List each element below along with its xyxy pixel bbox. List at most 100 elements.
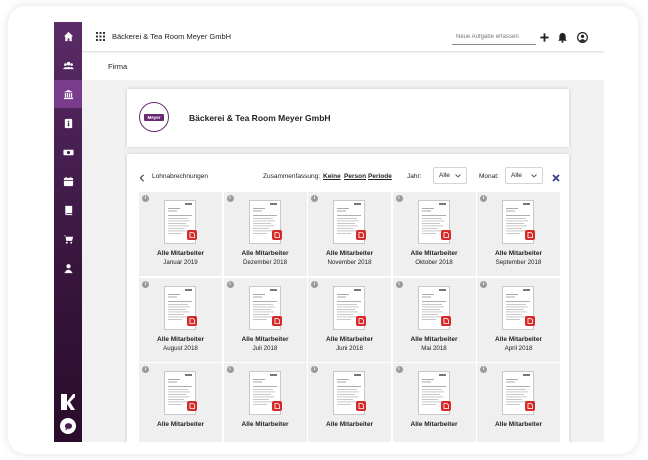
payroll-panel: Lohnabrechnungen Zusammenfassung: Keine …	[127, 154, 569, 442]
pdf-icon[interactable]	[356, 230, 366, 240]
payroll-tile[interactable]: i Alle Mitarbeiter Mai 2018	[392, 277, 476, 362]
pdf-icon[interactable]	[187, 230, 197, 240]
pdf-icon[interactable]	[187, 401, 197, 411]
pdf-icon[interactable]	[525, 315, 535, 326]
window-frame: Bäckerei & Tea Room Meyer GmbH Firma Mey…	[8, 6, 638, 454]
tile-date: Dezember 2018	[242, 259, 288, 266]
payroll-grid: i Alle Mitarbeiter Januar 2019 i Alle Mitarb…	[139, 192, 561, 442]
payroll-tile[interactable]: i Alle Mitarbeiter Juli 2018	[223, 277, 307, 362]
payroll-tile[interactable]: i Alle Mitarbeiter	[392, 363, 476, 442]
pdf-icon[interactable]	[187, 315, 197, 326]
tile-title: Alle Mitarbeiter	[157, 250, 204, 257]
info-icon[interactable]: i	[142, 280, 149, 288]
page-title: Firma	[108, 62, 128, 71]
tile-date: April 2018	[504, 344, 533, 352]
payroll-tile[interactable]: i Alle Mitarbeiter September 2018	[477, 192, 560, 276]
app: Bäckerei & Tea Room Meyer GmbH Firma Mey…	[54, 22, 604, 442]
pdf-icon[interactable]	[271, 315, 282, 326]
payroll-tile[interactable]: i Alle Mitarbeiter	[308, 363, 391, 442]
sidebar-item-money[interactable]	[54, 138, 82, 166]
tile-date: September 2018	[495, 259, 542, 266]
month-select[interactable]: Alle	[505, 167, 543, 184]
info-icon[interactable]: i	[395, 195, 403, 202]
info-icon[interactable]: i	[311, 366, 318, 373]
payroll-tile[interactable]: i Alle Mitarbeiter	[477, 363, 560, 442]
document-icon	[502, 200, 534, 244]
tile-title: Alle Mitarbeiter	[410, 335, 458, 343]
chevron-left-icon[interactable]	[139, 174, 145, 182]
company-name: Bäckerei & Tea Room Meyer GmbH	[189, 113, 331, 123]
tile-title: Alle Mitarbeiter	[241, 250, 289, 257]
month-select-value: Alle	[511, 172, 522, 179]
pdf-icon[interactable]	[356, 401, 366, 411]
chat-button[interactable]	[60, 418, 76, 434]
summary-option-person[interactable]: Person	[344, 173, 367, 180]
info-icon[interactable]: i	[226, 195, 234, 202]
info-icon[interactable]: i	[311, 195, 318, 202]
tile-title: Alle Mitarbeiter	[495, 335, 542, 343]
sidebar-item-home[interactable]	[54, 22, 82, 50]
sidebar-item-calendar[interactable]	[54, 167, 82, 195]
apps-grid-icon[interactable]	[96, 32, 105, 41]
sidebar-item-cart[interactable]	[54, 225, 82, 253]
info-icon[interactable]: i	[480, 366, 487, 373]
home-icon	[63, 31, 73, 41]
tile-date: Oktober 2018	[415, 259, 453, 266]
company-logo: Meyer	[139, 102, 169, 132]
users-icon	[62, 61, 74, 69]
pdf-icon[interactable]	[525, 230, 535, 240]
info-icon[interactable]: i	[480, 195, 487, 202]
year-select[interactable]: Alle	[433, 167, 467, 184]
notifications-button[interactable]	[556, 31, 568, 43]
add-task-button[interactable]	[538, 31, 550, 43]
info-icon[interactable]: i	[311, 280, 318, 288]
info-icon[interactable]: i	[142, 195, 149, 202]
pdf-icon[interactable]	[440, 315, 451, 326]
info-icon[interactable]: i	[395, 366, 403, 373]
info-icon[interactable]: i	[226, 280, 234, 288]
info-card-icon	[64, 118, 72, 128]
payroll-tile[interactable]: i Alle Mitarbeiter Oktober 2018	[392, 192, 476, 276]
payroll-tile[interactable]: i Alle Mitarbeiter	[139, 363, 222, 442]
payroll-tile[interactable]: i Alle Mitarbeiter Dezember 2018	[223, 192, 307, 276]
payroll-tile[interactable]: i Alle Mitarbeiter April 2018	[477, 277, 560, 362]
pdf-icon[interactable]	[440, 401, 451, 411]
sidebar-item-book[interactable]	[54, 196, 82, 224]
document-icon	[248, 285, 281, 330]
pdf-icon[interactable]	[271, 230, 282, 240]
chevron-down-icon	[455, 174, 461, 178]
payroll-tile[interactable]: i Alle Mitarbeiter Januar 2019	[139, 192, 222, 276]
info-icon[interactable]: i	[395, 280, 403, 288]
tile-title: Alle Mitarbeiter	[157, 335, 204, 343]
company-logo-text: Meyer	[144, 113, 164, 121]
pdf-icon[interactable]	[356, 315, 366, 326]
sidebar-item-users[interactable]	[54, 51, 82, 79]
payroll-tile[interactable]: i Alle Mitarbeiter Juni 2018	[308, 277, 391, 362]
company-title: Bäckerei & Tea Room Meyer GmbH	[112, 32, 232, 41]
payroll-tile[interactable]: i Alle Mitarbeiter August 2018	[139, 277, 222, 362]
pdf-icon[interactable]	[525, 401, 535, 411]
tile-date: August 2018	[163, 344, 198, 352]
info-icon[interactable]: i	[142, 366, 149, 373]
info-icon[interactable]: i	[226, 366, 234, 373]
payroll-tile[interactable]: i Alle Mitarbeiter November 2018	[308, 192, 391, 276]
clear-filter-icon[interactable]	[552, 174, 560, 182]
sidebar-item-info[interactable]	[54, 109, 82, 137]
document-icon	[164, 371, 196, 415]
subbar: Firma	[82, 53, 604, 80]
plus-icon	[539, 32, 549, 42]
tile-title: Alle Mitarbeiter	[157, 421, 204, 428]
new-task-input[interactable]	[452, 30, 536, 45]
info-icon[interactable]: i	[480, 280, 487, 288]
book-icon	[64, 205, 72, 215]
payroll-tile[interactable]: i Alle Mitarbeiter	[223, 363, 307, 442]
sidebar-item-person[interactable]	[54, 254, 82, 282]
pdf-icon[interactable]	[440, 230, 451, 240]
account-button[interactable]	[576, 31, 588, 43]
summary-option-none[interactable]: Keine	[323, 173, 341, 180]
summary-option-period[interactable]: Periode	[368, 173, 392, 180]
tile-title: Alle Mitarbeiter	[326, 335, 373, 343]
sidebar-item-bank[interactable]	[54, 80, 82, 108]
tile-date: Juli 2018	[252, 344, 278, 352]
pdf-icon[interactable]	[271, 401, 282, 411]
